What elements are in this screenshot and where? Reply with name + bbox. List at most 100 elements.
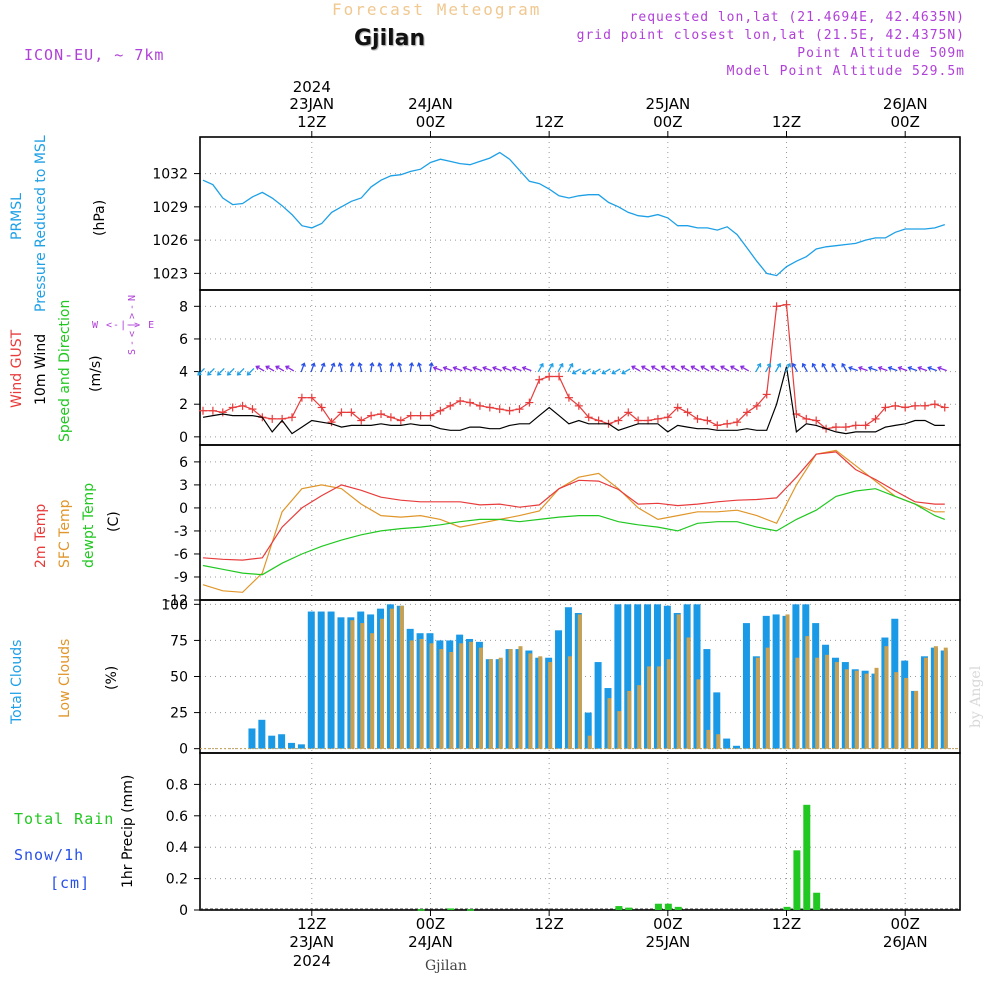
low-cloud-bar: [716, 734, 721, 749]
wind-direction-arrow: [473, 366, 483, 372]
wind-direction-arrow: [320, 363, 325, 373]
wind-ytick-label: 6: [179, 332, 188, 348]
wind-direction-arrowhead: [275, 365, 280, 370]
low-cloud-bar: [419, 638, 424, 749]
wind-direction-arrow: [522, 366, 532, 372]
snow-label: Snow/1h: [14, 846, 85, 864]
wind-direction-arrowhead: [631, 365, 636, 370]
low-cloud-bar: [844, 669, 849, 749]
wind-direction-arrowhead: [917, 365, 922, 371]
wind-direction-arrowhead: [621, 369, 626, 375]
precip-ytick-label: 0.6: [166, 809, 188, 825]
total-cloud-bar: [288, 742, 296, 749]
wind-direction-arrow: [310, 363, 315, 373]
temperature-ytick-label: 3: [179, 478, 188, 494]
wind-direction-arrow: [641, 365, 651, 372]
wind-direction-arrowhead: [432, 365, 438, 371]
wind-direction-arrow: [661, 365, 670, 372]
wind-direction-arrowhead: [442, 365, 448, 371]
wind-direction-arrowhead: [349, 361, 355, 367]
wind-direction-arrowhead: [811, 362, 817, 368]
wind-direction-arrowhead: [549, 362, 554, 368]
total-cloud-bar: [733, 745, 741, 749]
temperature-ytick-label: 0: [179, 501, 188, 517]
compass-ns-glyph: S: [127, 349, 138, 355]
precip-ytick-label: 0.2: [166, 872, 188, 888]
pressure-ytick-label: 1023: [152, 266, 188, 282]
wind-direction-arrowhead: [650, 365, 656, 370]
bottom-hour-label: 12Z: [534, 915, 563, 933]
wind-direction-arrowhead: [591, 369, 597, 375]
wind-direction-arrow: [512, 366, 522, 372]
bottom-date-label: 25JAN: [645, 933, 690, 951]
wind-direction-arrow: [398, 363, 402, 373]
wind-direction-arrowhead: [670, 365, 676, 370]
wind-direction-arrow: [358, 363, 363, 373]
total-cloud-bar: [268, 735, 276, 749]
wind-direction-arrow: [775, 363, 781, 373]
low-cloud-bar: [488, 659, 493, 749]
temperature-ytick-label: -9: [174, 570, 188, 586]
wind-ytick-label: 4: [179, 365, 188, 381]
wind-direction-arrow: [339, 363, 343, 373]
wind-direction-arrow: [443, 366, 453, 372]
info-requested: requested lon,lat (21.4694E, 42.4635N): [629, 10, 965, 25]
wind-direction-arrowhead: [408, 361, 415, 367]
low-cloud-bar: [350, 620, 355, 749]
pressure-ytick-label: 1026: [152, 233, 188, 249]
wind-direction-arrow: [227, 368, 235, 376]
wind-direction-arrowhead: [568, 362, 574, 368]
wind-direction-arrow: [582, 368, 591, 375]
wind-direction-arrowhead: [897, 365, 903, 371]
wind-direction-arrow: [483, 366, 493, 372]
wind-direction-arrowhead: [739, 365, 745, 370]
wind-direction-arrowhead: [492, 365, 497, 371]
wind-direction-arrowhead: [776, 362, 782, 368]
compass-ns-glyph: N: [127, 295, 138, 301]
wind-direction-arrowhead: [848, 365, 853, 371]
total-rain-label: Total Rain: [14, 810, 115, 828]
wind-direction-arrowhead: [660, 365, 666, 370]
low-cloud-bar: [755, 657, 760, 749]
wind-direction-arrow: [502, 366, 512, 372]
wind-direction-arrowhead: [756, 362, 762, 368]
wind-direction-arrowhead: [720, 365, 725, 370]
wind-direction-arrow: [463, 366, 473, 372]
wind-direction-arrowhead: [389, 361, 395, 367]
precip-panel-frame: [199, 752, 961, 911]
wind-direction-arrow: [868, 366, 878, 372]
wind-direction-arrow: [671, 365, 680, 372]
low-cloud-bar: [469, 641, 474, 749]
total-cloud-bar: [584, 712, 592, 749]
wind-direction-arrow: [841, 363, 848, 373]
wind-direction-arrowhead: [641, 365, 646, 370]
wind-direction-arrowhead: [246, 371, 252, 376]
low-cloud-bar: [429, 643, 434, 749]
wind-direction-arrow: [492, 366, 502, 372]
footer-location: Gjilan: [425, 958, 467, 974]
low-cloud-bar: [686, 637, 691, 749]
wind-direction-arrowhead: [581, 369, 587, 375]
wind-direction-arrow: [602, 368, 611, 375]
low-cloud-bar: [518, 646, 523, 749]
wind-direction-arrow: [691, 365, 700, 372]
info-point-altitude: Point Altitude 509m: [797, 46, 965, 61]
wind-direction-arrow: [765, 363, 771, 373]
wind-direction-arrowhead: [877, 365, 883, 371]
low-cloud-bar: [360, 623, 365, 749]
bottom-hour-label: 00Z: [891, 915, 920, 933]
bottom-date-label: 26JAN: [883, 933, 928, 951]
precip-ytick-label: 0.8: [166, 777, 188, 793]
wind-direction-arrowhead: [284, 365, 290, 370]
pressure-line: [202, 151, 946, 277]
low-cloud-bar: [399, 605, 404, 749]
low-cloud-bar: [933, 646, 938, 749]
wind-direction-arrowhead: [521, 365, 527, 371]
clouds-ytick-label: 100: [161, 597, 188, 613]
temperature-ytick-label: -12: [165, 593, 188, 609]
rain-bar: [417, 909, 425, 911]
wind-direction-arrow: [557, 363, 564, 373]
wind-direction-arrowhead: [801, 362, 807, 368]
wind-direction-arrowhead: [207, 371, 212, 376]
top-date-label: 24JAN: [408, 95, 453, 113]
